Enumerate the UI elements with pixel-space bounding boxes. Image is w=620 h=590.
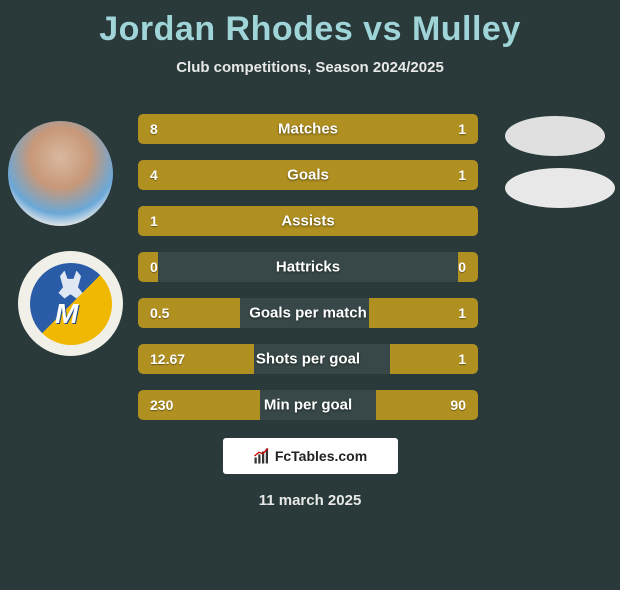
comparison-content: M 8 Matches 1 4 Goals 1 1 Assists 0 Hattricks 0 0.5… [0, 96, 620, 420]
chart-icon [253, 447, 271, 465]
club-badge-letter: M [55, 298, 78, 330]
stat-label: Matches [278, 121, 338, 138]
stat-row: 8 Matches 1 [138, 114, 478, 144]
stat-row: 0 Hattricks 0 [138, 252, 478, 282]
stat-right-value: 1 [458, 121, 466, 137]
stat-left-value: 230 [150, 397, 173, 413]
stats-bars: 8 Matches 1 4 Goals 1 1 Assists 0 Hattricks 0 0.5 Go… [138, 96, 478, 420]
stat-left-value: 1 [150, 213, 158, 229]
stat-row: 230 Min per goal 90 [138, 390, 478, 420]
stat-label: Min per goal [264, 397, 352, 414]
stat-label: Assists [281, 213, 334, 230]
stat-right-value: 1 [458, 351, 466, 367]
stat-left-value: 12.67 [150, 351, 185, 367]
stat-row: 0.5 Goals per match 1 [138, 298, 478, 328]
stat-right-value: 90 [450, 397, 466, 413]
stat-right-value: 1 [458, 167, 466, 183]
stat-left-value: 4 [150, 167, 158, 183]
stat-row: 1 Assists [138, 206, 478, 236]
player-right-avatar-shape-2 [505, 168, 615, 208]
club-badge-inner: M [30, 263, 112, 345]
stat-left-value: 8 [150, 121, 158, 137]
page-title: Jordan Rhodes vs Mulley [0, 10, 620, 49]
stat-row: 12.67 Shots per goal 1 [138, 344, 478, 374]
stat-left-value: 0.5 [150, 305, 169, 321]
page-date: 11 march 2025 [0, 492, 620, 509]
footer-brand-text: FcTables.com [275, 448, 367, 464]
page-subtitle: Club competitions, Season 2024/2025 [0, 59, 620, 76]
stat-label: Hattricks [276, 259, 340, 276]
stat-right-value: 1 [458, 305, 466, 321]
stat-row: 4 Goals 1 [138, 160, 478, 190]
stat-right-value: 0 [458, 259, 466, 275]
player-left-avatar [8, 121, 113, 226]
club-badge: M [18, 251, 123, 356]
stat-left-value: 0 [150, 259, 158, 275]
stat-label: Goals [287, 167, 329, 184]
footer-brand-badge: FcTables.com [223, 438, 398, 474]
player-right-avatar-shape-1 [505, 116, 605, 156]
stat-label: Shots per goal [256, 351, 360, 368]
stat-label: Goals per match [249, 305, 367, 322]
